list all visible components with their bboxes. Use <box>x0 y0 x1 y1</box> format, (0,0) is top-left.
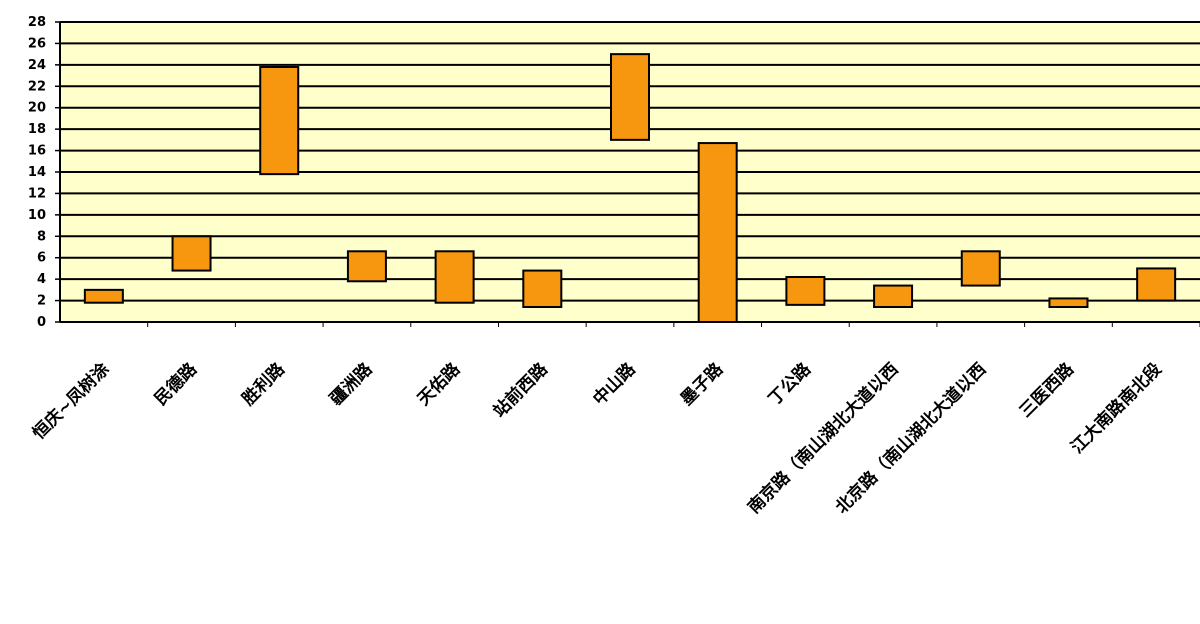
x-category-label: 疆洲路 <box>326 358 378 410</box>
x-category-label: 墨子路 <box>676 358 728 410</box>
y-tick-label: 28 <box>28 15 46 30</box>
y-tick-label: 6 <box>37 251 46 266</box>
range-bar <box>346 250 387 283</box>
x-category-label: 江大南路南北段 <box>1067 359 1166 458</box>
bars <box>83 53 1177 323</box>
x-category-label: 北京路（南山湖北大道以西 <box>831 359 990 518</box>
y-tick-label: 18 <box>28 122 46 137</box>
range-bar <box>522 269 563 309</box>
range-bar <box>697 142 738 323</box>
y-tick-label: 14 <box>28 165 46 180</box>
y-tick-label: 0 <box>37 315 46 330</box>
y-tick-label: 12 <box>28 186 46 201</box>
x-category-label: 丁公路 <box>764 358 816 410</box>
y-tick-label: 10 <box>28 208 46 223</box>
range-bar <box>873 284 914 309</box>
x-category-label: 恒庆~凤树涂 <box>28 358 114 444</box>
y-tick-label: 4 <box>37 272 46 287</box>
range-bar <box>171 235 212 272</box>
x-category-label: 站前西路 <box>489 358 553 422</box>
x-category-label: 三医西路 <box>1015 358 1079 422</box>
y-tick-label: 26 <box>28 36 46 51</box>
x-category-label: 中山路 <box>589 358 641 410</box>
range-bar <box>1136 267 1177 302</box>
range-bar <box>960 250 1001 287</box>
range-bar <box>610 53 650 141</box>
x-axis-labels: 恒庆~凤树涂 民德路 胜利路 疆洲路 天佑路 站前西路 中山路 墨子路 丁公路南京路（南山湖北大… <box>28 322 1200 518</box>
y-tick-label: 16 <box>28 144 46 159</box>
y-tick-label: 2 <box>37 294 46 309</box>
range-bar <box>785 276 826 306</box>
y-tick-label: 22 <box>28 79 46 94</box>
range-bar <box>259 66 300 176</box>
x-category-label: 胜利路 <box>238 358 290 410</box>
x-category-label: 民德路 <box>150 358 202 410</box>
range-bar <box>1048 297 1089 308</box>
y-tick-label: 24 <box>28 58 46 73</box>
range-bar <box>434 250 475 304</box>
y-tick-label: 8 <box>37 229 46 244</box>
y-tick-label: 20 <box>28 101 46 116</box>
range-bar <box>83 288 124 304</box>
x-category-label: 天佑路 <box>413 358 465 410</box>
x-category-label: 南京路（南山湖北大道以西 <box>744 359 903 518</box>
